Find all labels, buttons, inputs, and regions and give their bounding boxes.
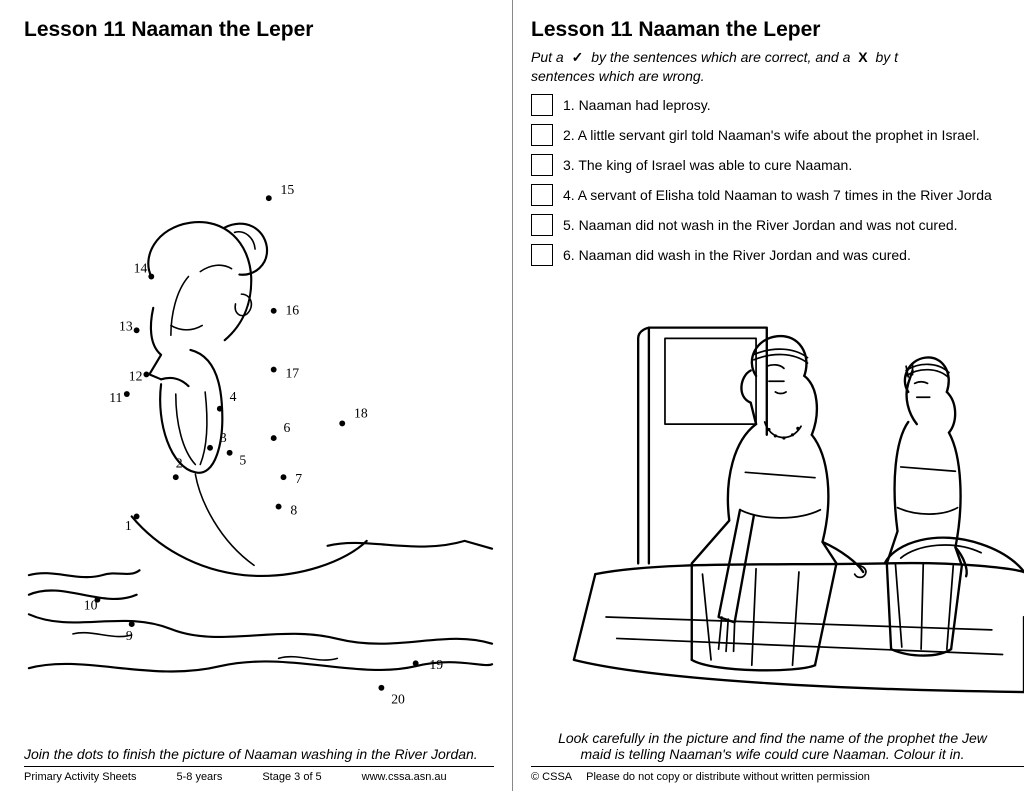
- dot-label: 12: [129, 368, 143, 383]
- connect-dot: [129, 621, 135, 627]
- left-panel: Lesson 11 Naaman the Leper: [0, 0, 512, 791]
- dot-label: 1: [125, 518, 132, 533]
- dot-label: 8: [290, 502, 297, 517]
- question-row: 3. The king of Israel was able to cure N…: [531, 156, 1024, 176]
- check-icon: ✓: [568, 49, 588, 65]
- right-instructions: Put a ✓ by the sentences which are corre…: [531, 48, 1024, 86]
- connect-dot: [134, 327, 140, 333]
- footer-notice: Please do not copy or distribute without…: [586, 771, 870, 783]
- connect-dot: [173, 474, 179, 480]
- footer-copyright: © CSSA: [531, 771, 572, 783]
- left-title: Lesson 11 Naaman the Leper: [24, 18, 494, 42]
- worksheet-page: Lesson 11 Naaman the Leper: [0, 0, 1024, 791]
- question-row: 6. Naaman did wash in the River Jordan a…: [531, 246, 1024, 266]
- answer-checkbox[interactable]: [531, 94, 553, 116]
- scene-art: [531, 274, 1024, 724]
- connect-dot: [271, 435, 277, 441]
- footer-url: www.cssa.asn.au: [362, 771, 447, 783]
- connect-dot: [276, 504, 282, 510]
- connect-dot: [207, 445, 213, 451]
- answer-checkbox[interactable]: [531, 244, 553, 266]
- right-title: Lesson 11 Naaman the Leper: [531, 18, 1024, 42]
- right-footer: © CSSA Please do not copy or distribute …: [531, 766, 1024, 783]
- dot-label: 20: [391, 691, 405, 706]
- question-text: 2. A little servant girl told Naaman's w…: [563, 126, 980, 144]
- connect-dot: [281, 474, 287, 480]
- question-text: 3. The king of Israel was able to cure N…: [563, 156, 852, 174]
- question-text: 5. Naaman did not wash in the River Jord…: [563, 216, 958, 234]
- question-text: 1. Naaman had leprosy.: [563, 96, 711, 114]
- left-footer: Primary Activity Sheets 5-8 years Stage …: [24, 766, 494, 783]
- dot-to-dot-art: 1234567891011121314151617181920: [24, 48, 494, 740]
- footer-age: 5-8 years: [176, 771, 222, 783]
- connect-dot: [134, 513, 140, 519]
- dot-label: 5: [239, 453, 246, 468]
- question-row: 4. A servant of Elisha told Naaman to wa…: [531, 186, 1024, 206]
- question-row: 5. Naaman did not wash in the River Jord…: [531, 216, 1024, 236]
- connect-dot: [413, 660, 419, 666]
- answer-checkbox[interactable]: [531, 124, 553, 146]
- dot-label: 19: [429, 657, 443, 672]
- dot-label: 2: [176, 455, 183, 470]
- connect-dot: [217, 406, 223, 412]
- connect-dot: [148, 274, 154, 280]
- answer-checkbox[interactable]: [531, 184, 553, 206]
- question-list: 1. Naaman had leprosy. 2. A little servan…: [531, 96, 1024, 266]
- footer-sheets: Primary Activity Sheets: [24, 771, 136, 783]
- question-text: 6. Naaman did wash in the River Jordan a…: [563, 246, 911, 264]
- right-panel: Lesson 11 Naaman the Leper Put a ✓ by th…: [512, 0, 1024, 791]
- dot-label: 4: [230, 389, 237, 404]
- dot-label: 15: [281, 182, 295, 197]
- dot-label: 14: [134, 261, 148, 276]
- answer-checkbox[interactable]: [531, 214, 553, 236]
- question-row: 1. Naaman had leprosy.: [531, 96, 1024, 116]
- connect-dot: [339, 420, 345, 426]
- dot-label: 18: [354, 406, 368, 421]
- dot-label: 7: [295, 471, 302, 486]
- dot-label: 13: [119, 318, 133, 333]
- dot-label: 3: [220, 430, 227, 445]
- connect-dot: [378, 685, 384, 691]
- footer-stage: Stage 3 of 5: [262, 771, 321, 783]
- answer-checkbox[interactable]: [531, 154, 553, 176]
- connect-dot: [227, 450, 233, 456]
- left-caption: Join the dots to finish the picture of N…: [24, 740, 494, 766]
- connect-dot: [143, 371, 149, 377]
- dot-label: 17: [285, 365, 299, 380]
- dot-label: 10: [84, 597, 98, 612]
- dot-label: 11: [109, 390, 122, 405]
- connect-dot: [124, 391, 130, 397]
- right-caption: Look carefully in the picture and find t…: [531, 724, 1024, 766]
- connect-dot: [271, 308, 277, 314]
- connect-dot: [271, 367, 277, 373]
- question-text: 4. A servant of Elisha told Naaman to wa…: [563, 186, 992, 204]
- question-row: 2. A little servant girl told Naaman's w…: [531, 126, 1024, 146]
- cross-icon: X: [854, 49, 871, 65]
- dot-label: 6: [283, 420, 290, 435]
- connect-dot: [266, 195, 272, 201]
- dot-label: 16: [285, 303, 299, 318]
- dot-label: 9: [126, 628, 133, 643]
